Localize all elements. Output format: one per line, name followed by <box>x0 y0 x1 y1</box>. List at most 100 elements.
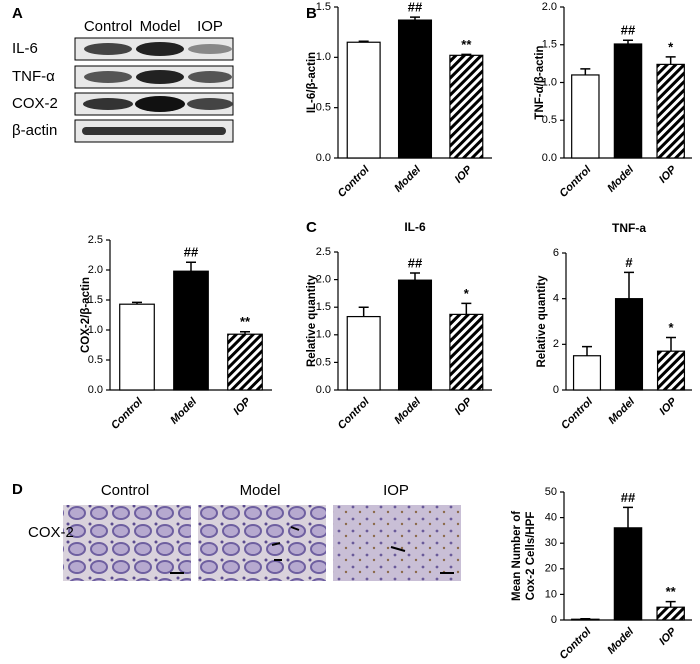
bar <box>119 303 155 391</box>
band <box>82 127 226 135</box>
x-tick-label: Model <box>392 395 424 427</box>
band <box>136 42 184 56</box>
x-tick-label: IOP <box>657 625 679 647</box>
x-tick-label: Model <box>606 395 638 427</box>
y-axis-label: Cox-2 Cells/HPF <box>525 512 537 601</box>
band <box>188 71 232 83</box>
y-axis-label: COX-2/β-actin <box>80 277 92 353</box>
y-tick-label: 30 <box>545 537 557 549</box>
y-tick-label: 0.5 <box>542 114 557 126</box>
x-tick-label: Model <box>605 163 637 195</box>
y-tick-label: 2 <box>553 338 559 350</box>
blot-row-label: TNF-α <box>12 68 55 85</box>
y-tick-label: 0 <box>551 614 557 626</box>
y-tick-label: 1.0 <box>542 76 557 88</box>
significance-label: * <box>668 39 674 54</box>
bar <box>572 355 602 391</box>
x-tick-label: Control <box>557 625 594 662</box>
panel-label: D <box>12 481 23 498</box>
x-tick-label: Control <box>336 163 373 200</box>
error-bar <box>624 271 634 299</box>
significance-label: ** <box>240 314 251 329</box>
y-tick-label: 40 <box>545 512 557 524</box>
bar <box>227 333 263 391</box>
scale-bar <box>170 572 184 574</box>
y-tick-label: 1.5 <box>542 39 557 51</box>
significance-label: # <box>625 255 633 270</box>
significance-label: ## <box>408 0 423 15</box>
y-tick-label: 10 <box>545 588 557 600</box>
error-bar <box>461 302 472 315</box>
bar <box>346 41 381 159</box>
histology <box>63 505 461 581</box>
y-tick-label: 1.0 <box>316 51 331 63</box>
x-tick-label: Model <box>392 163 424 195</box>
band <box>84 43 132 55</box>
y-tick-label: 0.0 <box>316 152 331 164</box>
significance-label: ## <box>621 490 636 505</box>
significance-label: ## <box>621 23 636 38</box>
y-tick-label: 1.5 <box>88 294 103 306</box>
x-tick-label: IOP <box>453 395 475 417</box>
y-tick-label: 0.0 <box>88 384 103 396</box>
histology-lane-label: Control <box>101 482 149 499</box>
error-bar <box>666 336 676 352</box>
bar <box>449 313 484 391</box>
y-tick-label: 2.0 <box>88 264 103 276</box>
band <box>83 98 133 110</box>
blot-row-label: β-actin <box>12 122 57 139</box>
y-tick-label: 6 <box>553 247 559 259</box>
band <box>136 70 184 84</box>
bar <box>397 279 433 391</box>
band <box>84 71 132 83</box>
panel-label: B <box>306 5 317 22</box>
significance-label: ** <box>666 584 677 599</box>
error-bar <box>358 40 369 43</box>
histology-image <box>63 505 191 581</box>
western-blot <box>74 37 234 143</box>
error-bar <box>410 16 420 21</box>
y-tick-label: 4 <box>553 293 559 305</box>
bar <box>571 74 600 159</box>
x-tick-label: Control <box>109 395 146 432</box>
y-tick-label: 1.5 <box>316 301 331 313</box>
y-tick-label: 1.0 <box>88 324 103 336</box>
error-bar <box>580 68 591 75</box>
y-axis-label: Relative quantity <box>536 275 548 368</box>
stain-label: COX-2 <box>28 524 74 541</box>
histology-lane-label: IOP <box>383 482 409 499</box>
bar <box>656 350 686 391</box>
y-tick-label: 1.0 <box>316 329 331 341</box>
bar <box>449 54 484 159</box>
bar <box>346 315 381 391</box>
error-bar <box>623 39 633 44</box>
bar <box>614 298 644 391</box>
error-bar <box>623 506 633 528</box>
y-tick-label: 2.5 <box>88 234 103 246</box>
y-tick-label: 0.5 <box>316 102 331 114</box>
y-tick-label: 20 <box>545 563 557 575</box>
y-axis-label: Mean Number of <box>511 511 523 601</box>
significance-label: ## <box>184 245 199 260</box>
significance-label: ** <box>461 37 472 52</box>
significance-label: * <box>464 286 470 301</box>
x-tick-label: Model <box>168 395 200 427</box>
scale-bar <box>440 572 454 574</box>
y-tick-label: 1.5 <box>316 1 331 13</box>
blot-row-label: IL-6 <box>12 40 38 57</box>
error-bar <box>240 331 250 335</box>
blot-lane-label: Control <box>84 18 132 35</box>
histology-lane-label: Model <box>240 482 281 499</box>
x-tick-label: IOP <box>453 163 475 185</box>
chart-title: TNF-a <box>612 221 646 235</box>
arrow <box>271 526 300 561</box>
panel-label: C <box>306 219 317 236</box>
chart-title: IL-6 <box>404 220 426 234</box>
y-tick-label: 0.5 <box>88 354 103 366</box>
error-bar <box>582 345 592 356</box>
bar <box>656 606 685 621</box>
x-tick-label: IOP <box>657 395 679 417</box>
bar <box>613 527 643 621</box>
band <box>135 96 185 112</box>
